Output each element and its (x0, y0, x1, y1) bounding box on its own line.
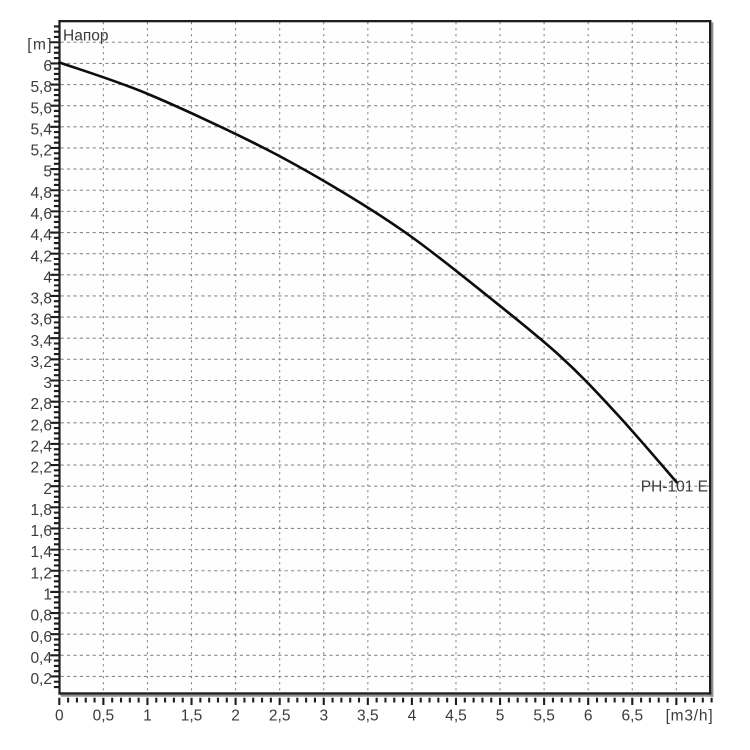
svg-text:2,2: 2,2 (30, 460, 52, 477)
svg-text:5,4: 5,4 (30, 121, 52, 138)
svg-text:2,5: 2,5 (269, 707, 291, 724)
svg-text:2: 2 (231, 707, 240, 724)
svg-text:4,6: 4,6 (30, 206, 52, 223)
svg-text:1: 1 (43, 587, 52, 604)
svg-text:0,6: 0,6 (30, 629, 52, 646)
svg-text:4,2: 4,2 (30, 248, 52, 265)
svg-text:3: 3 (43, 375, 52, 392)
svg-text:2,8: 2,8 (30, 396, 52, 413)
svg-text:4: 4 (43, 269, 52, 286)
svg-text:PH-101 E: PH-101 E (641, 478, 708, 495)
svg-text:2,4: 2,4 (30, 439, 52, 456)
svg-text:0: 0 (55, 707, 64, 724)
svg-text:6,5: 6,5 (622, 707, 644, 724)
svg-text:2: 2 (43, 481, 52, 498)
svg-text:0,8: 0,8 (30, 608, 52, 625)
svg-text:5,2: 5,2 (30, 143, 52, 160)
svg-text:3: 3 (319, 707, 328, 724)
svg-text:3,6: 3,6 (30, 312, 52, 329)
svg-text:5,8: 5,8 (30, 79, 52, 96)
svg-text:Напор: Напор (63, 28, 108, 45)
svg-text:1: 1 (143, 707, 152, 724)
svg-text:0,2: 0,2 (30, 671, 52, 688)
svg-text:3,2: 3,2 (30, 354, 52, 371)
svg-text:4,4: 4,4 (30, 227, 52, 244)
svg-text:3,4: 3,4 (30, 333, 52, 350)
svg-text:5: 5 (43, 164, 52, 181)
svg-text:1,2: 1,2 (30, 565, 52, 582)
svg-text:1,6: 1,6 (30, 523, 52, 540)
svg-text:1,4: 1,4 (30, 544, 52, 561)
svg-text:[m3/h]: [m3/h] (666, 707, 714, 724)
svg-text:6: 6 (43, 58, 52, 75)
svg-text:4,5: 4,5 (445, 707, 467, 724)
svg-text:4,8: 4,8 (30, 185, 52, 202)
svg-text:3,8: 3,8 (30, 291, 52, 308)
svg-text:1,8: 1,8 (30, 502, 52, 519)
svg-text:4: 4 (408, 707, 417, 724)
svg-text:3,5: 3,5 (357, 707, 379, 724)
svg-text:5,5: 5,5 (533, 707, 555, 724)
svg-text:5,6: 5,6 (30, 100, 52, 117)
svg-text:[m]: [m] (27, 36, 53, 53)
svg-text:5: 5 (496, 707, 505, 724)
svg-text:0,5: 0,5 (93, 707, 115, 724)
svg-text:0,4: 0,4 (30, 650, 52, 667)
svg-text:2,6: 2,6 (30, 417, 52, 434)
svg-text:1,5: 1,5 (181, 707, 203, 724)
svg-text:6: 6 (584, 707, 593, 724)
